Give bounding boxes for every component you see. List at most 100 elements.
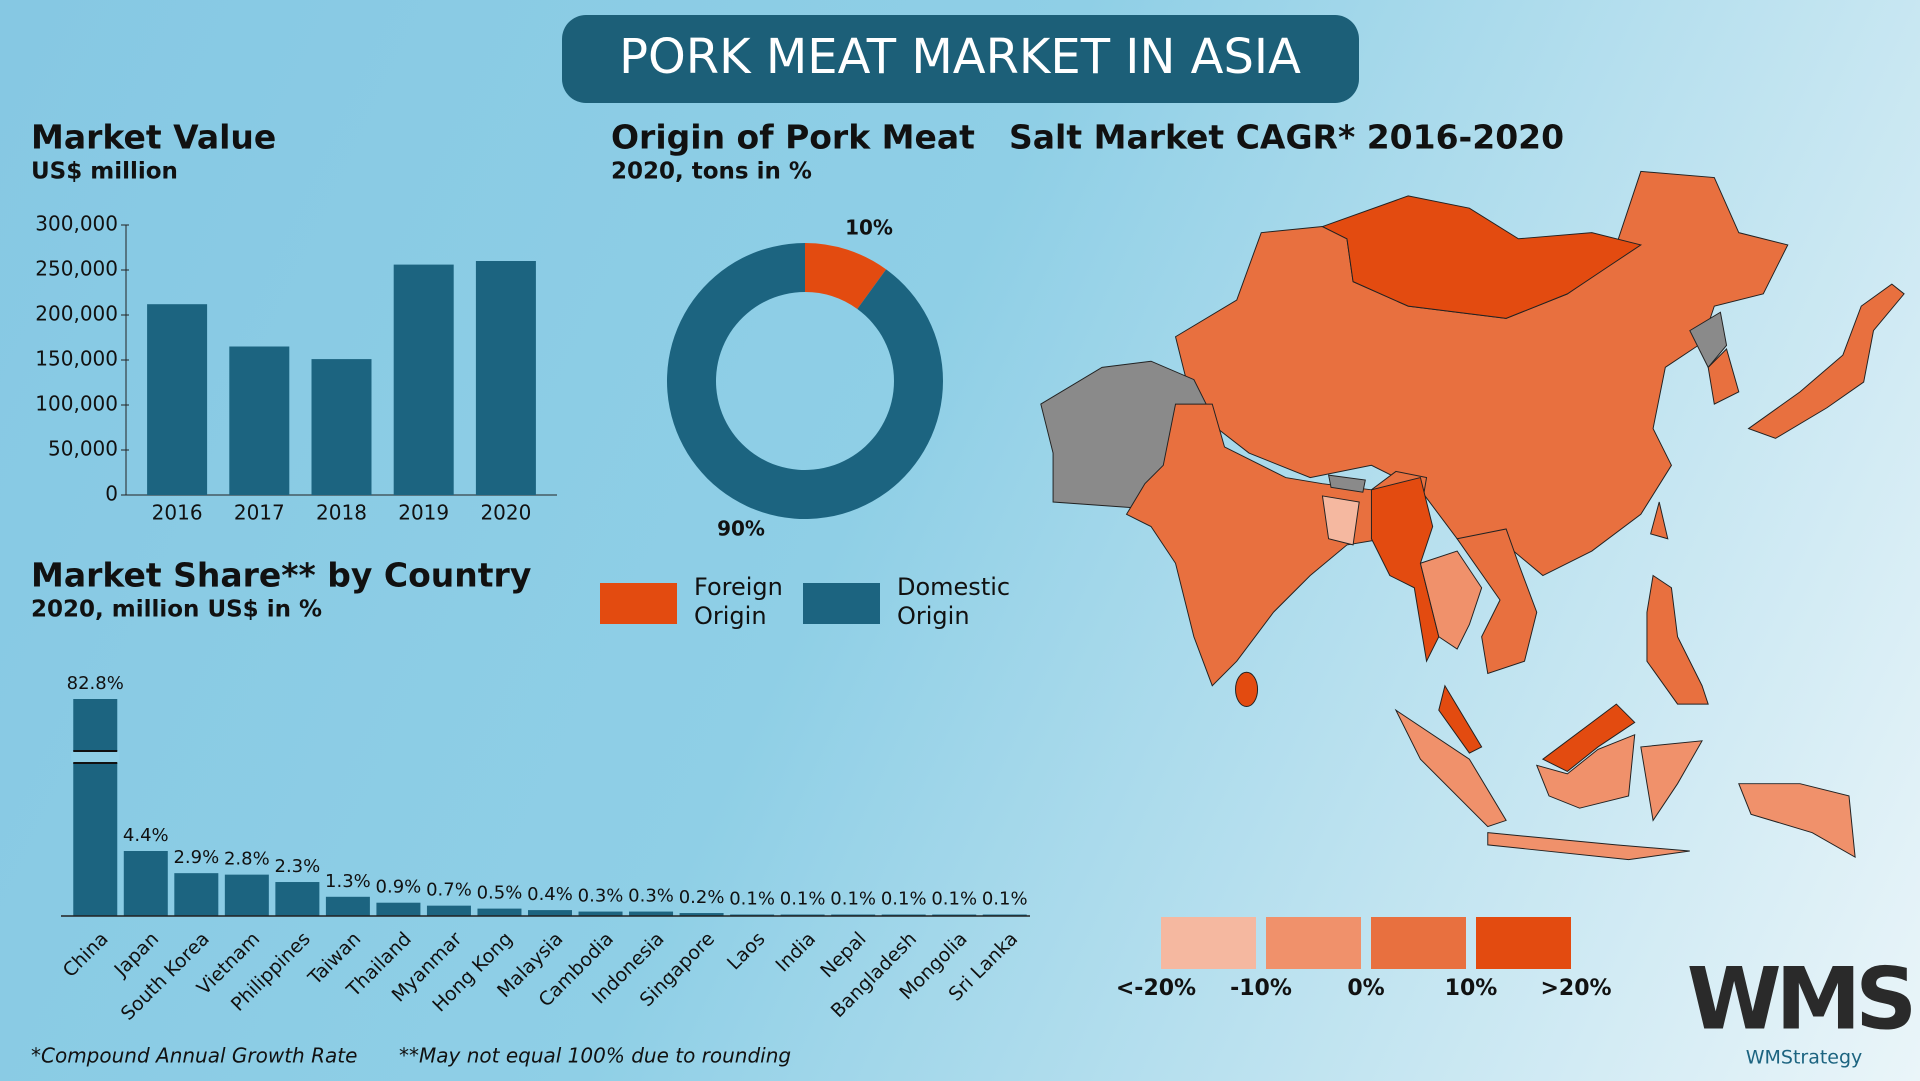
chart-subtitle: 2020, tons in % xyxy=(611,159,812,185)
bar xyxy=(229,346,290,495)
bar xyxy=(376,902,421,916)
page-title: PORK MEAT MARKET IN ASIA xyxy=(619,29,1301,85)
sri-lanka xyxy=(1235,671,1259,708)
x-tick-label: 2018 xyxy=(316,501,367,525)
bar xyxy=(679,913,724,916)
bangladesh xyxy=(1321,495,1360,546)
legend-line: Origin xyxy=(897,602,970,630)
value-label: 0.1% xyxy=(881,889,927,910)
legend-label: Foreign Origin xyxy=(694,573,783,630)
malaysia-peninsula xyxy=(1438,684,1483,754)
malaysia-borneo xyxy=(1541,703,1636,773)
taiwan xyxy=(1650,501,1669,540)
bar xyxy=(174,873,219,916)
bar xyxy=(477,908,522,916)
bar xyxy=(629,911,674,916)
chart-title: Market Share** by Country xyxy=(31,556,531,595)
bar xyxy=(275,882,320,916)
value-label: 0.3% xyxy=(628,886,674,907)
bar xyxy=(475,261,536,495)
y-tick-label: 150,000 xyxy=(35,347,118,371)
sumatra xyxy=(1394,708,1507,828)
legend-swatch xyxy=(1266,917,1361,969)
bar xyxy=(393,264,454,495)
legend-label: Domestic Origin xyxy=(897,573,1010,630)
x-tick-label: 2019 xyxy=(398,501,449,525)
india xyxy=(1125,403,1428,687)
x-tick-label: China xyxy=(59,928,113,982)
logo-mark: WMS xyxy=(1687,949,1911,1049)
bar xyxy=(224,874,269,916)
bar xyxy=(123,851,168,916)
donut-segment xyxy=(667,243,943,520)
nepal xyxy=(1327,474,1366,493)
legend-swatch xyxy=(1161,917,1256,969)
borneo xyxy=(1535,733,1636,809)
legend-swatch xyxy=(1371,917,1466,969)
value-label: 0.1% xyxy=(729,889,775,910)
logo-name: WMStrategy xyxy=(1746,1047,1863,1069)
x-tick-label: 2020 xyxy=(480,501,531,525)
mongolia xyxy=(1321,195,1643,319)
java xyxy=(1487,832,1690,861)
y-tick-label: 0 xyxy=(105,482,118,506)
philippines xyxy=(1646,574,1709,705)
bar xyxy=(426,905,471,916)
chart-title: Salt Market CAGR* 2016-2020 xyxy=(1009,118,1564,157)
value-label: 82.8% xyxy=(67,673,124,694)
legend-label: -10% xyxy=(1230,976,1292,1001)
chart-subtitle: 2020, million US$ in % xyxy=(31,597,322,623)
chart-title: Market Value xyxy=(31,118,276,157)
title-box xyxy=(562,15,1359,103)
y-tick-label: 300,000 xyxy=(35,212,118,236)
value-label: 0.3% xyxy=(578,886,624,907)
value-label: 10% xyxy=(845,216,893,240)
japan xyxy=(1747,283,1905,439)
legend-label: >20% xyxy=(1540,976,1611,1001)
y-tick-label: 200,000 xyxy=(35,302,118,326)
sulawesi xyxy=(1640,740,1703,822)
value-label: 1.3% xyxy=(325,871,371,892)
legend-swatch xyxy=(1476,917,1571,969)
legend-swatch xyxy=(803,583,880,624)
value-label: 0.1% xyxy=(982,889,1028,910)
donut-segment xyxy=(805,243,887,309)
south-korea xyxy=(1707,348,1740,405)
bar xyxy=(73,699,118,916)
footnote: *Compound Annual Growth Rate xyxy=(31,1044,357,1068)
chart-subtitle: US$ million xyxy=(31,159,178,185)
bar xyxy=(311,359,372,495)
x-tick-label: India xyxy=(772,928,821,977)
axis-break xyxy=(71,751,120,763)
value-label: 90% xyxy=(717,517,765,541)
x-tick-label: 2017 xyxy=(234,501,285,525)
legend-line: Domestic xyxy=(897,573,1010,601)
chart-title: Origin of Pork Meat xyxy=(611,118,975,157)
x-tick-label: 2016 xyxy=(152,501,203,525)
map xyxy=(1040,170,1905,861)
value-label: 2.8% xyxy=(224,849,270,870)
legend-line: Foreign xyxy=(694,573,783,601)
value-label: 0.7% xyxy=(426,880,472,901)
value-label: 0.2% xyxy=(679,887,725,908)
y-tick-label: 250,000 xyxy=(35,257,118,281)
legend-label: 10% xyxy=(1445,976,1498,1001)
value-label: 0.1% xyxy=(780,889,826,910)
myanmar xyxy=(1370,476,1440,663)
legend-label: 0% xyxy=(1347,976,1384,1001)
papua xyxy=(1738,783,1856,859)
value-label: 0.1% xyxy=(931,889,977,910)
value-label: 0.5% xyxy=(477,883,523,904)
north-korea xyxy=(1689,311,1728,369)
bar xyxy=(147,304,208,495)
value-label: 2.3% xyxy=(275,856,321,877)
bar xyxy=(325,896,370,916)
value-label: 2.9% xyxy=(173,847,219,868)
value-label: 0.4% xyxy=(527,884,573,905)
indochina xyxy=(1456,528,1538,675)
legend-label: <-20% xyxy=(1116,976,1196,1001)
value-label: 0.9% xyxy=(376,877,422,898)
legend-line: Origin xyxy=(694,602,767,630)
footnote: **May not equal 100% due to rounding xyxy=(399,1044,791,1068)
